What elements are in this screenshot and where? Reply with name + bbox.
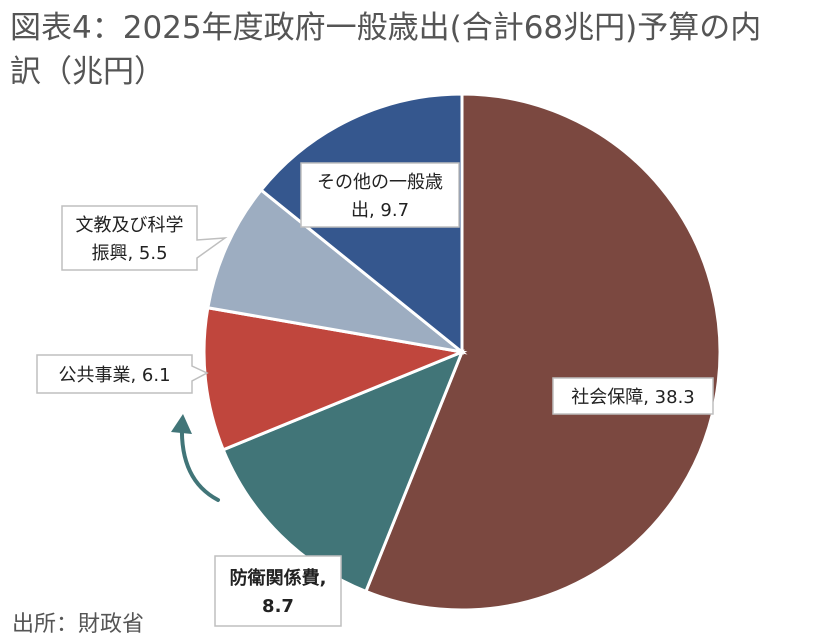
slice-label-text: 8.7 bbox=[262, 596, 294, 617]
slice-label-public-works: 公共事業, 6.1 bbox=[36, 354, 209, 394]
pie-slice-social-security bbox=[363, 92, 722, 612]
slice-label-defense: 防衛関係費, 8.7 bbox=[214, 555, 342, 627]
pie-slice-public-works bbox=[202, 305, 468, 452]
chart-title: 図表4：2025年度政府一般歳出(合計68兆円)予算の内 訳（兆円） bbox=[10, 6, 810, 94]
chart-title-line-2: 訳（兆円） bbox=[10, 54, 165, 90]
slice-label-text: その他の一般歳 bbox=[317, 172, 443, 193]
label-box bbox=[214, 555, 342, 627]
curved-arrow-icon bbox=[179, 423, 220, 502]
label-box bbox=[552, 377, 714, 415]
slice-label-text: 振興, 5.5 bbox=[91, 243, 167, 264]
slice-label-text: 防衛関係費, bbox=[230, 567, 327, 589]
slice-label-social-security: 社会保障, 38.3 bbox=[552, 377, 714, 415]
arrow-head-icon bbox=[171, 414, 192, 434]
slice-label-text: 社会保障, 38.3 bbox=[571, 387, 695, 408]
source-note: 出所：財政省 bbox=[12, 612, 145, 637]
pie-slice-defense bbox=[221, 349, 465, 594]
slice-label-text: 出, 9.7 bbox=[351, 200, 409, 221]
slice-label-text: 文教及び科学 bbox=[76, 215, 184, 236]
slice-label-text: 公共事業, 6.1 bbox=[58, 365, 170, 386]
label-box bbox=[61, 205, 228, 271]
label-box bbox=[36, 354, 209, 394]
chart-title-line-1: 図表4：2025年度政府一般歳出(合計68兆円)予算の内 bbox=[10, 10, 762, 46]
pie-slice-education-science bbox=[206, 187, 468, 355]
label-box bbox=[300, 162, 460, 228]
